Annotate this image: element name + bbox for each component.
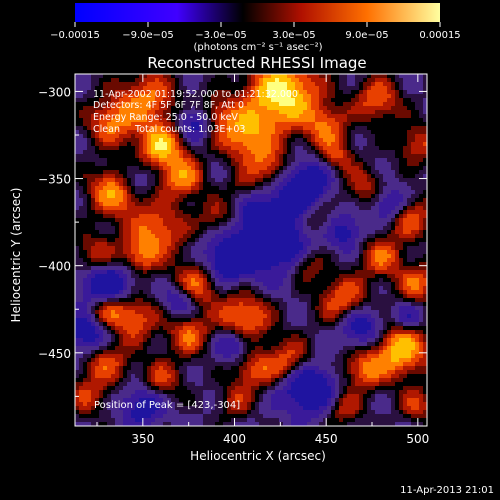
colorbar-tick-label: −0.00015 [50,30,100,41]
colorbar-tick-label: 0.00015 [419,30,460,41]
x-tick-label: 350 [131,432,154,446]
annotation-time-range: 11-Apr-2002 01:19:52.000 to 01:21:32.000 [93,89,298,100]
y-axis-label: Heliocentric Y (arcsec) [9,188,23,323]
colorbar-tick-label: 3.0e−05 [272,30,315,41]
y-tick-label: −350 [38,173,71,187]
colorbar-tick-label: −3.0e−05 [195,30,247,41]
x-tick-label: 500 [406,432,429,446]
plot-area [74,73,428,427]
footer-timestamp: 11-Apr-2013 21:01 [400,485,494,496]
colorbar-ticks: −0.00015 −9.0e−05 −3.0e−05 3.0e−05 9.0e−05 0.… [50,22,461,41]
annotation-clean-counts: Clean Total counts: 1.03E+03 [93,124,245,135]
heatmap-image [75,74,428,427]
peak-position-label: Position of Peak = [423,-304] [94,400,240,411]
colorbar-tick-label: 9.0e−05 [345,30,388,41]
colorbar [75,3,440,22]
annotation-detectors: Detectors: 4F 5F 6F 7F 8F, Att 0 [93,100,244,111]
colorbar-unit-label: (photons cm⁻² s⁻¹ asec⁻²) [193,42,322,53]
x-tick-label: 400 [223,432,246,446]
axes: 350 400 450 500 −300 −350 −400 −450 [38,74,429,446]
chart-title: Reconstructed RHESSI Image [147,54,366,72]
y-tick-label: −400 [38,260,71,274]
x-tick-label: 450 [315,432,338,446]
y-tick-label: −450 [38,347,71,361]
y-tick-label: −300 [38,85,71,99]
annotation-energy-range: Energy Range: 25.0 - 50.0 keV [93,112,238,123]
x-axis-label: Heliocentric X (arcsec) [190,449,326,463]
colorbar-tick-label: −9.0e−05 [122,30,174,41]
